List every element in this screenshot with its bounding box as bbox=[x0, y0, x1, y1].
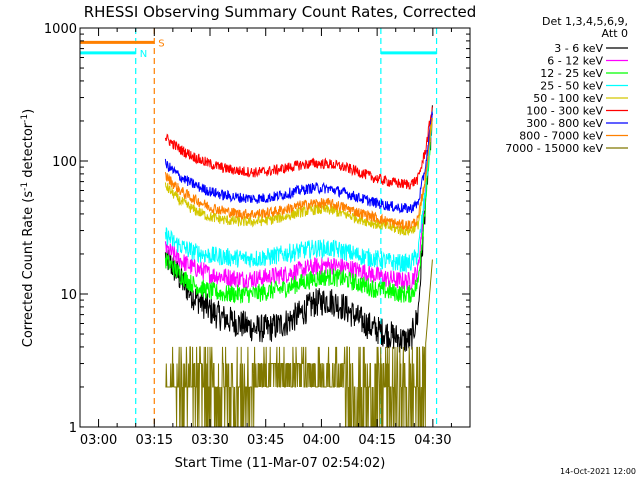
y-axis-label-mid: detector bbox=[21, 122, 36, 182]
series-line bbox=[164, 108, 433, 273]
series-0 bbox=[164, 105, 433, 353]
x-tick-label: 04:30 bbox=[414, 433, 451, 448]
chart-title: RHESSI Observing Summary Count Rates, Co… bbox=[84, 3, 477, 21]
footer-date: 14-Oct-2021 12:00 bbox=[560, 467, 636, 476]
legend-entry-label: 100 - 300 keV bbox=[526, 105, 603, 118]
x-tick-label: 04:15 bbox=[358, 433, 395, 448]
series-layer bbox=[164, 105, 433, 428]
x-tick-label: 04:00 bbox=[303, 433, 340, 448]
x-axis: 03:00 03:15 03:30 03:45 04:00 04:15 04:30 bbox=[79, 28, 471, 448]
legend-header-line1: Det 1,3,4,5,6,9, bbox=[542, 15, 628, 28]
legend-entry-label: 25 - 50 keV bbox=[540, 80, 603, 93]
x-tick-label: 03:00 bbox=[80, 433, 117, 448]
y-tick-label: 1 bbox=[69, 421, 77, 436]
y-tick-label: 1000 bbox=[44, 22, 77, 37]
legend-entry-label: 800 - 7000 keV bbox=[519, 130, 603, 143]
y-axis-label-end: ) bbox=[21, 109, 36, 114]
x-tick-label: 03:15 bbox=[136, 433, 173, 448]
series-line bbox=[164, 117, 433, 231]
y-axis-label-sup2: -1 bbox=[20, 114, 30, 123]
series-3 bbox=[164, 108, 433, 273]
series-4 bbox=[164, 117, 433, 237]
series-6 bbox=[164, 111, 433, 214]
series-line bbox=[164, 106, 433, 190]
y-axis-label-main: Corrected Count Rate (s bbox=[21, 191, 36, 348]
x-tick-label: 03:30 bbox=[191, 433, 228, 448]
series-5 bbox=[164, 106, 433, 190]
y-tick-label: 10 bbox=[60, 288, 77, 303]
legend-entry-label: 50 - 100 keV bbox=[533, 92, 603, 105]
series-line bbox=[164, 111, 433, 214]
series-line bbox=[164, 113, 433, 304]
x-axis-label: Start Time (11-Mar-07 02:54:02) bbox=[175, 456, 386, 471]
series-line bbox=[164, 105, 433, 353]
y-axis-label: Corrected Count Rate (s-1 detector-1) bbox=[20, 109, 36, 347]
y-axis-label-sup1: -1 bbox=[20, 182, 30, 191]
y-tick-label: 100 bbox=[52, 155, 77, 170]
legend-entry-label: 12 - 25 keV bbox=[540, 67, 603, 80]
series-8 bbox=[165, 259, 433, 428]
x-tick-label: 03:45 bbox=[247, 433, 284, 448]
plot-frame bbox=[79, 27, 471, 428]
legend-entry-label: 6 - 12 keV bbox=[547, 55, 603, 68]
series-line bbox=[165, 259, 433, 428]
series-7 bbox=[164, 117, 433, 231]
legend-entry-label: 7000 - 15000 keV bbox=[505, 142, 603, 155]
series-2 bbox=[164, 113, 433, 304]
legend-header-line2: Att 0 bbox=[602, 27, 628, 40]
flag-label: S bbox=[158, 38, 164, 49]
flag-label: N bbox=[140, 49, 147, 60]
legend-entry-label: 3 - 6 keV bbox=[554, 42, 603, 55]
series-line bbox=[164, 117, 433, 237]
legend-entry-label: 300 - 800 keV bbox=[526, 117, 603, 130]
y-axis: 1 10 100 1000 bbox=[44, 22, 470, 436]
